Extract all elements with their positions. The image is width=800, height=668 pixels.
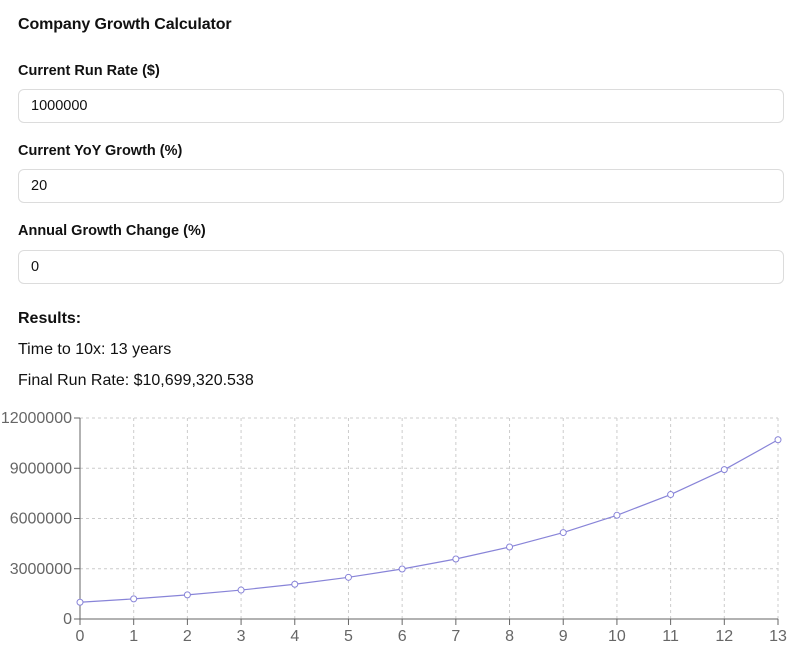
data-point — [720, 466, 728, 474]
x-tick-label: 6 — [398, 628, 407, 645]
x-tick-label: 1 — [129, 628, 138, 645]
data-point — [291, 580, 299, 588]
data-point — [613, 511, 621, 519]
data-point — [452, 555, 460, 563]
data-point — [183, 591, 191, 599]
growth-change-label: Annual Growth Change (%) — [18, 223, 206, 239]
x-tick-label: 7 — [451, 628, 460, 645]
x-tick-label: 3 — [237, 628, 246, 645]
x-tick-label: 5 — [344, 628, 353, 645]
yoy-growth-input[interactable] — [18, 169, 784, 203]
data-point — [667, 491, 675, 499]
time-to-10x-text: Time to 10x: 13 years — [18, 341, 172, 358]
series-line — [79, 439, 779, 603]
data-point — [398, 565, 406, 573]
growth-change-input[interactable] — [18, 250, 784, 284]
yoy-growth-label: Current YoY Growth (%) — [18, 143, 183, 159]
x-tick-label: 12 — [715, 628, 733, 645]
final-run-rate-text: Final Run Rate: $10,699,320.538 — [18, 372, 254, 389]
x-tick-label: 8 — [505, 628, 514, 645]
page-title: Company Growth Calculator — [18, 16, 232, 33]
y-tick-label: 0 — [63, 611, 72, 628]
data-point — [774, 436, 782, 444]
y-tick-label: 12000000 — [1, 410, 72, 427]
x-tick-label: 9 — [559, 628, 568, 645]
y-tick-label: 3000000 — [10, 561, 72, 578]
data-point — [344, 573, 352, 581]
x-tick-label: 11 — [662, 628, 679, 645]
x-tick-label: 10 — [608, 628, 626, 645]
data-point — [559, 529, 567, 537]
y-tick-label: 9000000 — [10, 460, 72, 477]
x-tick-label: 0 — [76, 628, 85, 645]
y-tick-label: 6000000 — [10, 511, 72, 528]
run-rate-input[interactable] — [18, 89, 784, 123]
run-rate-label: Current Run Rate ($) — [18, 63, 160, 79]
x-tick-label: 13 — [769, 628, 787, 645]
data-point — [506, 543, 514, 551]
data-point — [76, 598, 84, 606]
x-tick-label: 4 — [290, 628, 299, 645]
data-point — [237, 586, 245, 594]
data-point — [130, 595, 138, 603]
x-tick-label: 2 — [183, 628, 192, 645]
results-heading: Results: — [18, 310, 82, 327]
